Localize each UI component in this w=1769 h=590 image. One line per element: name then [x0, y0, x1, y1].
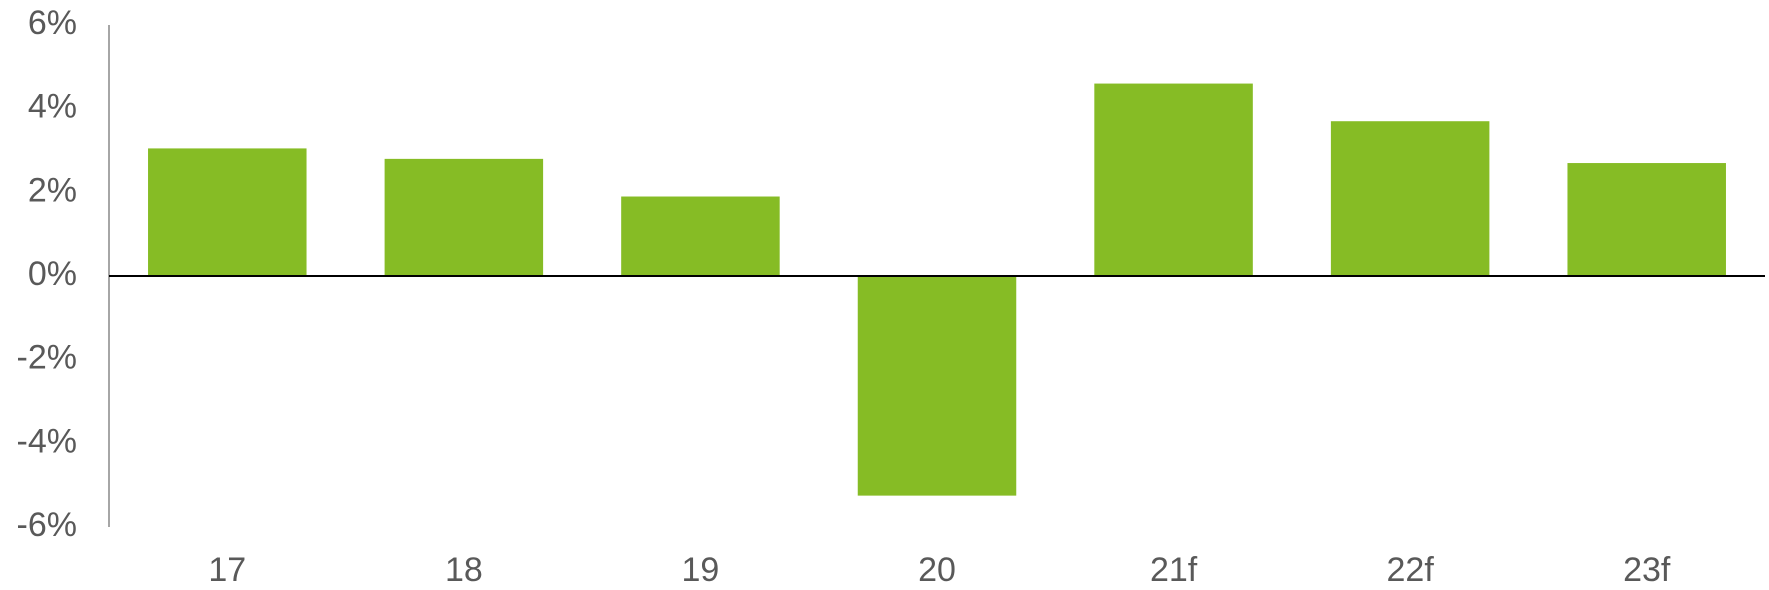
x-tick-label: 22f: [1387, 551, 1435, 589]
bar: [384, 158, 544, 276]
x-tick-label: 23f: [1623, 551, 1671, 589]
bar: [1330, 121, 1490, 276]
x-tick-label: 20: [918, 551, 956, 589]
y-tick-label: 4%: [28, 88, 77, 126]
y-tick-label: -6%: [17, 506, 77, 544]
y-tick-label: -4%: [17, 422, 77, 460]
bar: [621, 196, 780, 276]
y-tick-label: -2%: [17, 339, 77, 377]
bar: [857, 276, 1017, 496]
x-tick-label: 21f: [1150, 551, 1198, 589]
y-tick-label: 0%: [28, 255, 77, 293]
x-tick-label: 19: [682, 551, 720, 589]
y-tick-label: 6%: [28, 4, 77, 42]
x-tick-label: 18: [445, 551, 483, 589]
bar: [148, 148, 307, 276]
x-tick-label: 17: [208, 551, 246, 589]
y-tick-label: 2%: [28, 171, 77, 209]
bar: [1094, 83, 1253, 276]
bar: [1567, 163, 1726, 276]
